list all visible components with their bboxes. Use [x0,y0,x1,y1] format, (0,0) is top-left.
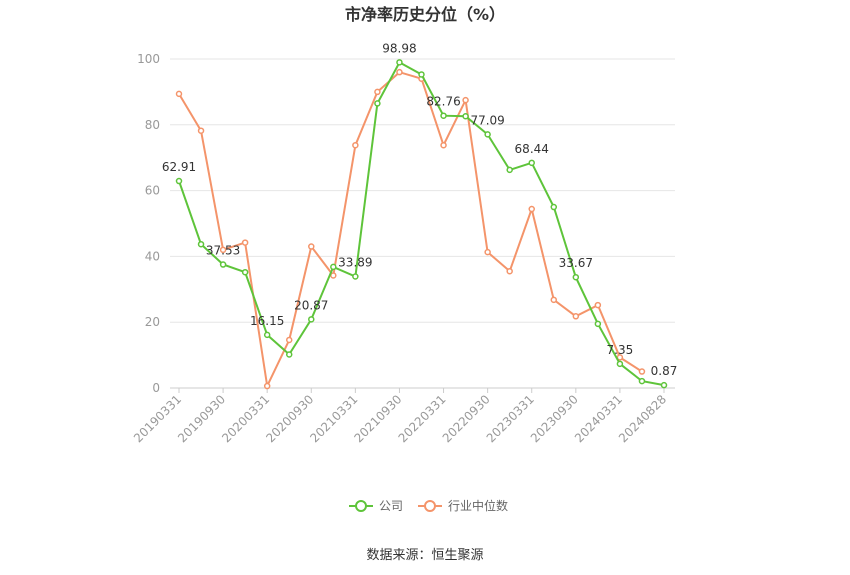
data-point [352,273,359,280]
data-point [374,100,381,107]
data-point [550,203,558,211]
data-point [197,240,205,248]
legend-item-1[interactable]: 行业中位数 [418,498,508,513]
data-point [374,88,381,96]
y-tick-label: 80 [145,118,160,132]
data-point [462,96,469,104]
data-point [528,159,535,167]
data-point [308,243,315,250]
data-point [484,131,491,138]
x-tick-label: 20240828 [616,392,669,445]
data-point [528,205,535,213]
data-point [285,351,293,358]
series-line-0 [178,61,665,387]
data-point [638,368,646,375]
data-point [263,382,271,390]
data-point [219,261,227,268]
data-point [638,377,646,385]
legend-item-0[interactable]: 公司 [349,499,403,513]
y-tick-label: 0 [152,381,160,395]
y-tick-label: 100 [137,52,160,66]
data-point [396,68,403,76]
grid [170,58,675,323]
data-point [440,141,447,149]
source-text: 数据来源：恒生聚源 [366,548,483,563]
data-label: 33.89 [338,256,372,270]
data-point [594,320,602,328]
series-layer [175,59,668,390]
data-point [550,296,558,304]
data-point [572,313,580,320]
data-point [241,239,249,246]
data-label: 98.98 [382,41,416,55]
data-label: 33.67 [559,256,593,270]
data-point [285,336,293,344]
data-label: 0.87 [651,364,678,378]
data-label: 77.09 [470,113,504,127]
legend-marker [424,500,436,512]
data-point [572,273,580,281]
data-point [506,267,513,275]
data-point [175,90,183,98]
data-point [484,248,491,256]
data-point [241,268,249,276]
data-point [219,246,227,254]
legend: 公司 行业中位数 [349,498,508,513]
data-label: 68.44 [515,142,549,156]
legend-label: 行业中位数 [448,498,508,513]
data-point [263,331,271,339]
legend-label: 公司 [379,499,403,513]
data-point [462,112,469,120]
data-point [616,360,624,368]
data-point [440,112,447,119]
data-point [175,177,183,185]
data-point [396,59,403,66]
chart-title: 市净率历史分位（%） [345,5,505,24]
data-point [197,127,205,134]
y-tick-label: 20 [145,315,160,329]
y-tick-label: 60 [145,184,160,198]
data-point [506,166,513,174]
series-line-1 [178,71,643,390]
data-point [594,301,602,309]
data-label: 7.35 [607,343,634,357]
data-label: 37.53 [206,244,240,258]
data-labels: 62.91 37.53 16.15 20.87 33.89 98.98 82.76 77.09… [162,41,678,378]
data-label: 20.87 [294,298,328,312]
data-point [308,316,315,323]
data-point [660,381,668,389]
data-point [418,71,425,78]
x-axis: 2019033120190930202003312020093020210331… [131,387,675,445]
data-label: 62.91 [162,160,196,174]
data-label: 82.76 [426,95,460,109]
data-label: 16.15 [250,314,284,328]
data-point [330,272,337,279]
data-point [352,141,359,149]
y-tick-label: 40 [145,249,160,263]
data-point [330,263,337,271]
y-axis-ticks: 0 20 40 60 80 100 [137,52,160,395]
legend-marker [355,500,367,512]
